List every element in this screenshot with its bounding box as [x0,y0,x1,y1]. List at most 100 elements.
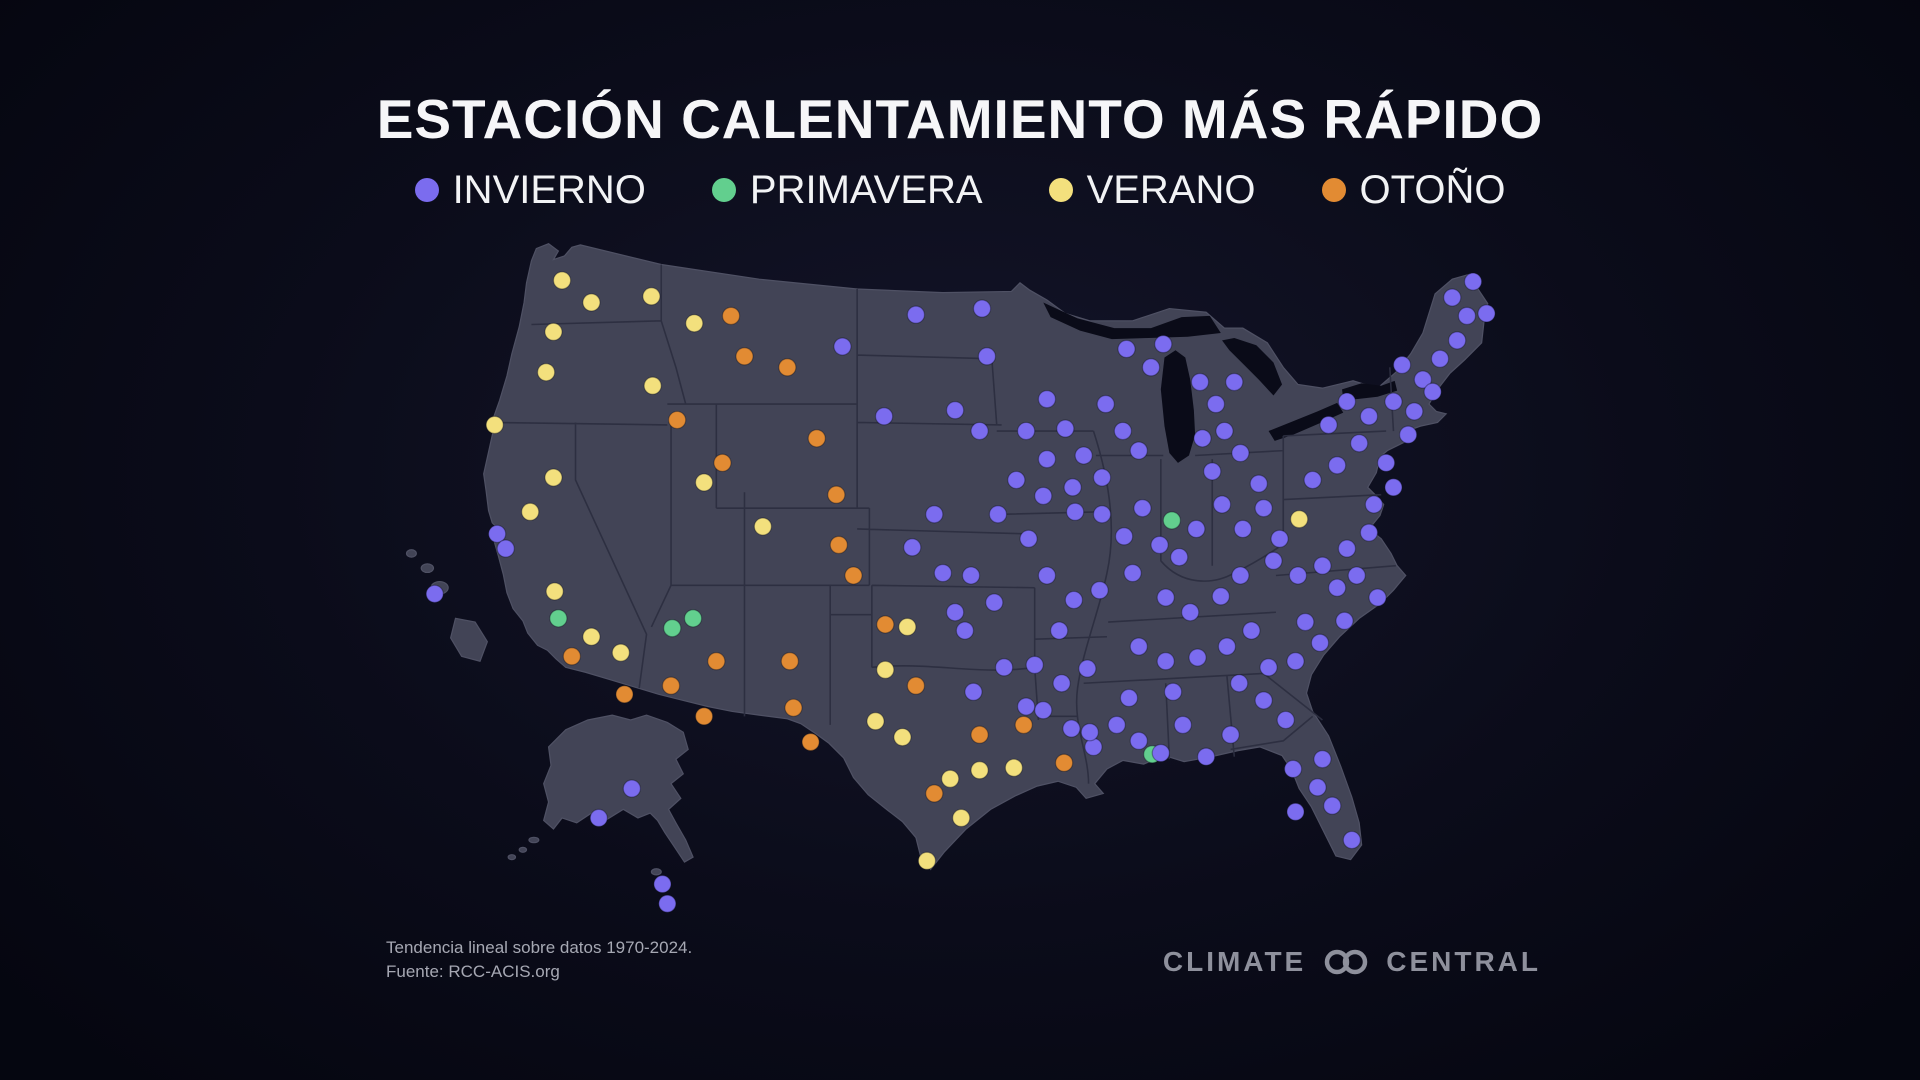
station-dot-invierno [1230,674,1249,693]
station-dot-invierno [1447,331,1467,350]
station-dot-invierno [988,505,1008,524]
station-dot-otono [615,685,634,704]
station-dot-otono [694,707,714,726]
station-dot-invierno [1225,372,1244,392]
station-dot-invierno [1117,339,1136,359]
station-dot-invierno [1007,470,1026,490]
station-dot-invierno [1259,658,1278,677]
station-dot-invierno [977,347,997,366]
station-dot-invierno [1170,547,1189,567]
station-dot-invierno [955,621,975,640]
station-dot-otono [829,535,848,555]
source-note-line1: Tendencia lineal sobre datos 1970-2024. [386,938,693,957]
station-dot-otono [562,647,582,666]
station-dot-invierno [1193,429,1212,448]
interlocking-rings-icon [1324,949,1368,975]
station-dot-otono [780,652,799,671]
station-dot-otono [844,566,863,585]
station-dot-verano [552,271,572,290]
station-dot-verano [1290,509,1309,529]
station-dot-invierno [1129,731,1148,750]
station-dot-invierno [1092,468,1112,487]
station-dot-invierno [1062,719,1081,738]
station-dot-invierno [1323,796,1342,815]
source-note-line2: Fuente: RCC-ACIS.org [386,962,560,981]
station-dot-invierno [1080,723,1099,742]
station-dot-otono [707,652,726,671]
station-dot-invierno [1025,655,1044,675]
station-dot-invierno [1231,566,1250,585]
logo-word-climate: CLIMATE [1162,946,1307,977]
station-dot-invierno [1242,621,1261,640]
station-dot-otono [876,615,895,634]
station-dot-invierno [653,874,672,894]
station-dot-invierno [1129,441,1148,460]
alaska [507,714,694,907]
station-dot-invierno [1212,495,1232,514]
station-dot-invierno [1129,637,1148,656]
lake-michigan [1160,350,1196,463]
station-dot-invierno [1384,392,1403,411]
station-dot-verano [694,473,714,492]
station-dot-invierno [1163,682,1183,702]
station-dot-invierno [1405,402,1424,421]
station-dot-invierno [1037,390,1057,409]
station-dot-invierno [1156,588,1175,607]
station-dot-invierno [1423,382,1442,402]
station-dot-verano [685,314,704,333]
lake-superior [1043,302,1221,340]
station-dot-verano [582,293,601,312]
station-dot-invierno [1113,421,1133,441]
station-dot-invierno [1384,478,1403,497]
station-dot-invierno [1052,674,1071,693]
station-dot-verano [876,660,895,679]
station-dot-verano [536,363,556,382]
station-dot-invierno [961,566,981,585]
station-dot-verano [753,517,773,536]
station-dot-otono [784,698,803,717]
station-dot-invierno [1187,519,1206,539]
station-dot-invierno [1264,551,1283,570]
station-dot-verano [917,851,937,870]
station-dot-invierno [1463,272,1483,291]
station-dot-otono [735,347,754,366]
station-dot-invierno [1034,701,1053,720]
station-dot-otono [667,410,687,430]
station-dot-invierno [1090,581,1109,600]
station-dot-invierno [1310,633,1330,653]
station-dot-invierno [994,658,1014,677]
station-dot-invierno [906,305,926,324]
lake-ontario [1342,380,1398,400]
station-dot-invierno [1368,588,1387,607]
station-dot-invierno [1342,830,1362,850]
station-dot-invierno [1154,334,1173,354]
station-dot-invierno [589,808,608,828]
station-dot-invierno [1477,304,1496,323]
station-dot-invierno [1430,349,1450,368]
station-dot-invierno [1286,652,1305,671]
station-dot-invierno [1335,611,1354,630]
station-dot-invierno [1092,505,1112,524]
station-dot-invierno [874,407,894,426]
station-dot-invierno [1016,697,1036,716]
station-dot-invierno [1288,566,1308,585]
station-dot-otono [906,676,926,695]
station-dot-invierno [1114,527,1134,546]
station-dot-invierno [1133,498,1152,518]
station-dot-verano [582,627,601,646]
station-dot-primavera [663,618,682,638]
station-dot-verano [898,617,917,637]
station-dot-invierno [1359,407,1379,426]
station-dot-verano [941,769,960,788]
station-dot-invierno [1078,659,1097,678]
station-dot-invierno [1188,648,1207,667]
station-dot-invierno [1037,450,1057,469]
station-dot-invierno [1249,474,1268,493]
legend-label-otono: OTOÑO [1359,168,1506,212]
station-dot-invierno [1173,715,1193,735]
source-note: Tendencia lineal sobre datos 1970-2024. … [386,936,692,984]
station-dot-verano [970,761,989,780]
station-dot-invierno [1206,394,1226,414]
station-dot-verano [544,468,563,487]
